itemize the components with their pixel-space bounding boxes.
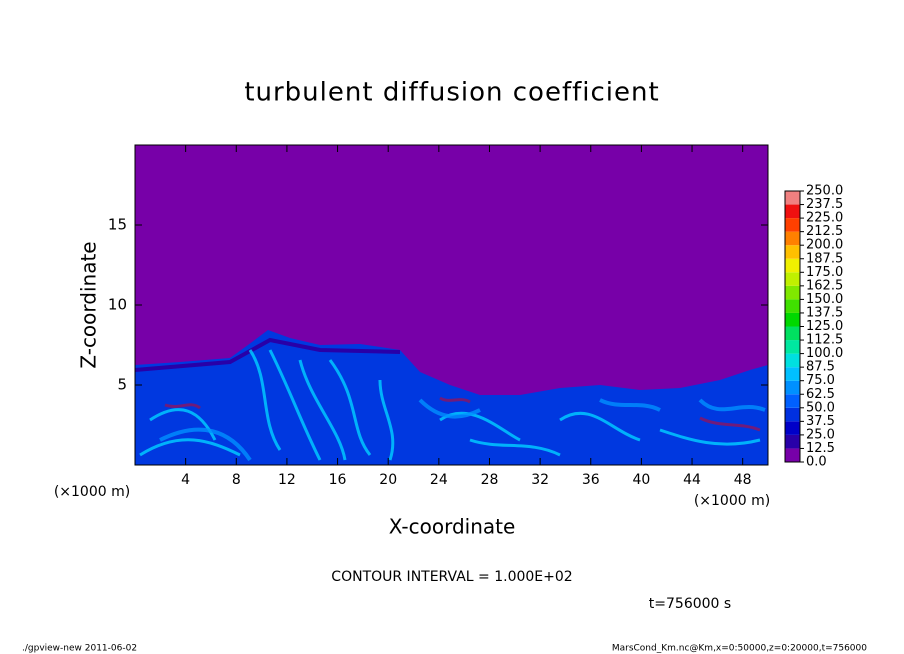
colorbar-label: 150.0	[806, 292, 843, 307]
colorbar-label: 237.5	[806, 197, 843, 212]
x-tick-label: 48	[734, 472, 752, 488]
colorbar-band	[785, 204, 800, 219]
colorbar-label: 250.0	[806, 184, 843, 199]
colorbar-band	[785, 340, 800, 354]
colorbar-band	[785, 434, 800, 449]
x-tick-label: 28	[481, 472, 499, 488]
colorbar-band	[785, 231, 800, 246]
streaks	[139, 349, 761, 461]
colorbar-band	[785, 272, 800, 286]
colorbar-label: 187.5	[806, 251, 843, 266]
x-axis-label: X-coordinate	[389, 515, 516, 539]
colorbar-band	[785, 285, 800, 300]
colorbar-label: 87.5	[806, 360, 835, 375]
colorbar-band	[785, 421, 800, 435]
colorbar-label: 50.0	[806, 400, 835, 415]
colorbar-label: 225.0	[806, 211, 843, 226]
colorbar-band	[785, 353, 800, 368]
colorbar-label: 75.0	[806, 373, 835, 388]
x-tick-label: 8	[232, 472, 241, 488]
colorbar-label: 212.5	[806, 224, 843, 239]
colorbar-label: 200.0	[806, 238, 843, 253]
footer-left: ./gpview-new 2011-06-02	[22, 644, 137, 654]
x-tick-label: 20	[379, 472, 397, 488]
colorbar-band	[785, 218, 800, 232]
colorbar-band	[785, 448, 800, 462]
x-tick-label: 36	[582, 472, 600, 488]
colorbar-band	[785, 367, 800, 381]
colorbar-label: 0.0	[806, 455, 827, 470]
colorbar-band	[785, 326, 800, 341]
footer-right: MarsCond_Km.nc@Km,x=0:50000,z=0:20000,t=…	[612, 644, 867, 654]
x-tick-label: 40	[632, 472, 650, 488]
colorbar-label: 100.0	[806, 346, 843, 361]
y-tick-label: 5	[117, 376, 127, 394]
wisps	[164, 396, 761, 432]
x-tick-label: 44	[683, 472, 701, 488]
streaks-mid	[159, 398, 766, 462]
x-unit-right: (×1000 m)	[694, 493, 770, 509]
field	[134, 145, 768, 465]
colorbar-label: 175.0	[806, 265, 843, 280]
colorbar-band	[785, 394, 800, 408]
colorbar-band	[785, 312, 800, 327]
colorbar-label: 62.5	[806, 387, 835, 402]
colorbar-label: 137.5	[806, 305, 843, 320]
x-tick-label: 12	[278, 472, 296, 488]
x-unit: (×1000 m)	[54, 484, 130, 500]
x-tick-label: 16	[329, 472, 347, 488]
layer-top	[134, 337, 401, 372]
chart-title: turbulent diffusion coefficient	[244, 78, 659, 108]
colorbar-label: 125.0	[806, 319, 843, 334]
colorbar-label: 37.5	[806, 414, 835, 429]
turbulent-layer	[135, 330, 768, 465]
colorbar-band	[785, 380, 800, 395]
colorbar-label: 112.5	[806, 333, 843, 348]
colorbar-band	[785, 191, 800, 205]
y-tick-label: 10	[108, 296, 127, 314]
colorbar-band	[785, 245, 800, 259]
colorbar-band	[785, 258, 800, 273]
x-tick-label: 4	[181, 472, 190, 488]
y-tick-label: 15	[108, 216, 127, 234]
x-tick-label: 32	[531, 472, 549, 488]
x-tick-label: 24	[430, 472, 448, 488]
colorbar-band	[785, 299, 800, 313]
colorbar-label: 162.5	[806, 278, 843, 293]
y-axis-label: Z-coordinate	[77, 241, 101, 368]
colorbar-label: 12.5	[806, 441, 835, 456]
colorbar-label: 25.0	[806, 427, 835, 442]
time-label: t=756000 s	[649, 596, 731, 612]
contour-interval: CONTOUR INTERVAL = 1.000E+02	[331, 569, 572, 585]
colorbar-band	[785, 407, 800, 422]
